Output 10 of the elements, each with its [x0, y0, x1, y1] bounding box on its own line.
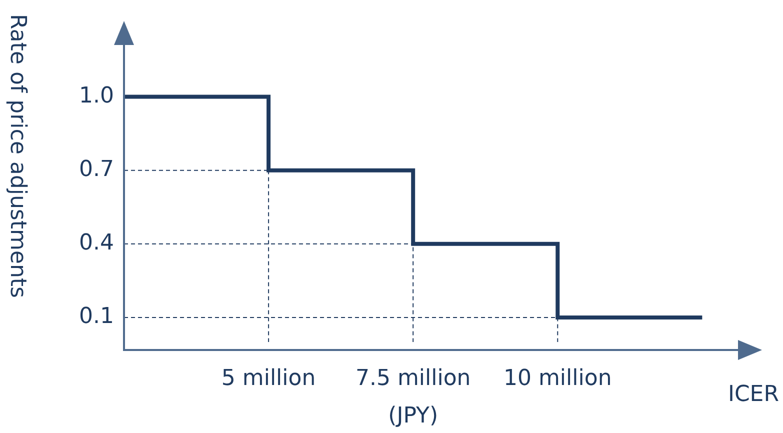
text: (JPY) [388, 404, 438, 429]
y-tick-label: 0.7 [79, 157, 114, 182]
y-axis-title: Rate of price adjustments [4, 14, 30, 298]
x-tick-label: 7.5 million [355, 366, 471, 391]
x-tick-label: 5 million [221, 366, 316, 391]
y-tick-label: 0.1 [79, 304, 114, 330]
x-tick-label: 10 million [503, 366, 612, 391]
x-axis-title: ICER [728, 382, 779, 407]
y-tick-label: 1.0 [79, 83, 114, 108]
y-tick-label: 0.4 [79, 230, 114, 256]
